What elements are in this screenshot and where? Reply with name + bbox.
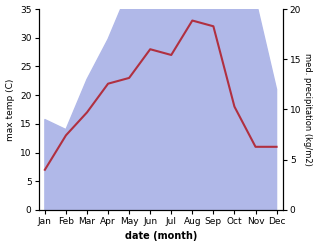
Y-axis label: max temp (C): max temp (C) (5, 78, 15, 141)
X-axis label: date (month): date (month) (125, 231, 197, 242)
Y-axis label: med. precipitation (kg/m2): med. precipitation (kg/m2) (303, 53, 313, 166)
